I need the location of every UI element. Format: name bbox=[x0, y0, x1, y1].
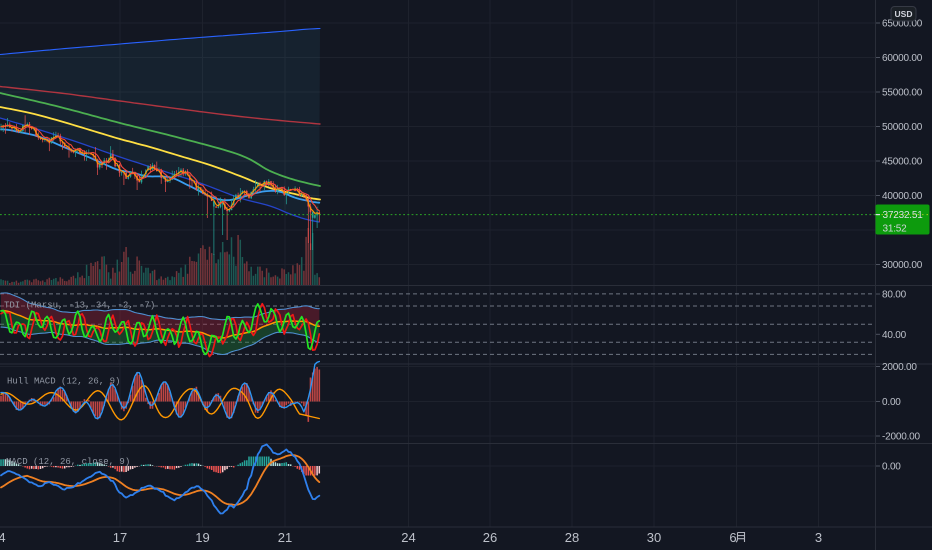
svg-text:4: 4 bbox=[0, 530, 6, 545]
svg-text:0.00: 0.00 bbox=[882, 397, 901, 408]
svg-text:50000.00: 50000.00 bbox=[882, 122, 923, 133]
svg-text:MACD (12, 26, close, 9): MACD (12, 26, close, 9) bbox=[6, 457, 130, 467]
svg-text:45000.00: 45000.00 bbox=[882, 157, 923, 168]
svg-text:2000.00: 2000.00 bbox=[882, 362, 917, 373]
svg-text:6: 6 bbox=[729, 530, 736, 545]
svg-text:65000.00: 65000.00 bbox=[882, 19, 923, 30]
svg-text:37232.51: 37232.51 bbox=[883, 210, 924, 221]
svg-text:19: 19 bbox=[195, 530, 209, 545]
svg-text:28: 28 bbox=[565, 530, 579, 545]
svg-text:26: 26 bbox=[483, 530, 497, 545]
svg-text:0.00: 0.00 bbox=[882, 462, 901, 473]
svg-text:USD: USD bbox=[895, 9, 913, 19]
svg-text:17: 17 bbox=[113, 530, 127, 545]
svg-text:31:52: 31:52 bbox=[883, 224, 908, 235]
svg-text:40.00: 40.00 bbox=[882, 330, 907, 341]
svg-text:-2000.00: -2000.00 bbox=[882, 432, 921, 443]
svg-text:55000.00: 55000.00 bbox=[882, 88, 923, 99]
svg-text:24: 24 bbox=[401, 530, 415, 545]
svg-text:60000.00: 60000.00 bbox=[882, 53, 923, 64]
svg-text:TDI (Marsu, -13, 34, -2, -7): TDI (Marsu, -13, 34, -2, -7) bbox=[4, 301, 155, 311]
svg-text:Hull MACD (12, 26, 9): Hull MACD (12, 26, 9) bbox=[7, 377, 120, 387]
svg-text:80.00: 80.00 bbox=[882, 290, 907, 301]
svg-text:30: 30 bbox=[647, 530, 661, 545]
svg-text:3: 3 bbox=[815, 530, 822, 545]
svg-text:30000.00: 30000.00 bbox=[882, 260, 923, 271]
svg-text:21: 21 bbox=[278, 530, 292, 545]
svg-text:40000.00: 40000.00 bbox=[882, 191, 923, 202]
